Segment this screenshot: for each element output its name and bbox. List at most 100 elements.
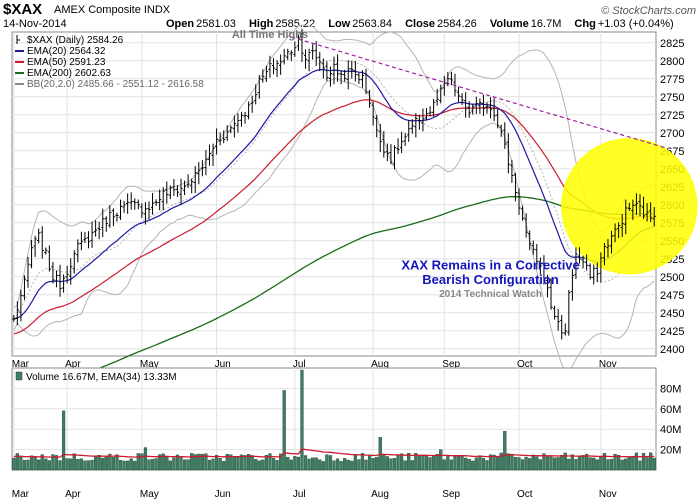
price-bar: [424, 108, 429, 121]
price-bars: [12, 28, 656, 340]
open-value: 2581.03: [196, 18, 236, 30]
volume-month-tick-label: Oct: [517, 489, 533, 500]
volume-bar: [200, 453, 204, 471]
volume-bar: [271, 457, 276, 471]
volume-bar: [257, 460, 261, 471]
volume-bar: [182, 459, 187, 471]
volume-bar: [478, 455, 482, 471]
price-bar: [147, 201, 151, 220]
price-bar: [279, 54, 283, 75]
legend-entry: $XAX (Daily) 2584.26: [27, 35, 124, 46]
price-bar: [94, 220, 98, 237]
volume-bar: [353, 454, 357, 471]
price-bar: [595, 262, 599, 283]
price-bar: [524, 213, 528, 238]
volume-bar: [424, 455, 429, 471]
price-bar: [165, 181, 169, 204]
price-bar: [204, 150, 208, 176]
price-bar: [175, 185, 180, 197]
month-tick-label: Jul: [293, 359, 306, 370]
price-bar: [360, 70, 365, 88]
price-bar: [29, 239, 34, 269]
price-bar: [400, 131, 404, 154]
volume-bar: [61, 410, 66, 471]
all-time-highs-annotation: All Time Highs: [232, 29, 308, 41]
volume-bar: [136, 453, 140, 471]
price-bar: [552, 305, 557, 320]
price-panel: 2400242524502475250025252550257526002625…: [11, 24, 698, 400]
volume-bar: [399, 453, 404, 471]
volume-bar: [190, 453, 194, 471]
price-bar: [464, 92, 468, 118]
price-bar: [58, 264, 62, 297]
price-bar: [247, 101, 251, 120]
volume-bar: [51, 454, 55, 471]
price-bar: [485, 102, 489, 114]
price-bar: [271, 58, 276, 75]
price-bar: [115, 212, 119, 222]
volume-bar: [588, 457, 592, 471]
price-bar: [499, 124, 503, 137]
volume-bar: [314, 457, 318, 471]
price-bar: [506, 133, 510, 174]
price-bar: [474, 96, 478, 114]
volume-bar: [645, 457, 649, 471]
price-tick-label: 2425: [660, 326, 684, 338]
volume-bar: [584, 453, 589, 471]
price-bar: [179, 178, 183, 205]
price-bar: [396, 138, 400, 155]
price-bar: [200, 160, 204, 177]
price-bar: [65, 265, 69, 284]
price-bar: [649, 202, 653, 223]
price-bar: [421, 108, 425, 132]
volume-bar: [428, 457, 432, 471]
volume-bar: [396, 454, 400, 471]
price-bar: [250, 95, 254, 113]
price-bar: [592, 264, 596, 285]
price-bar: [631, 199, 635, 220]
price-bar: [392, 145, 397, 170]
price-bar: [321, 58, 325, 79]
volume-bar: [510, 454, 514, 471]
volume-bar: [339, 461, 343, 471]
volume-bar: [531, 454, 535, 471]
price-bar: [328, 66, 333, 87]
price-bar: [343, 69, 347, 82]
price-bar: [289, 50, 293, 61]
volume-bar: [186, 459, 190, 471]
high-value: 2585.22: [275, 18, 316, 30]
price-bar: [186, 174, 190, 189]
volume-month-tick-label: Nov: [599, 489, 617, 500]
price-bar: [382, 131, 386, 158]
volume-bar: [638, 460, 642, 471]
volume-bar: [97, 454, 101, 471]
price-bar: [243, 111, 247, 124]
volume-bar: [609, 459, 614, 471]
month-tick-label: Apr: [65, 359, 81, 370]
volume-bar: [350, 460, 354, 471]
legend-entry: EMA(200) 2602.63: [27, 68, 111, 79]
price-bar: [97, 221, 101, 240]
volume-month-tick-label: Mar: [12, 489, 30, 500]
volume-bar: [567, 458, 571, 471]
volume-month-axis: Mar Apr May Jun Jul Aug Sep Oct Nov: [12, 489, 617, 500]
price-bar: [268, 55, 272, 78]
volume-bar: [392, 458, 397, 471]
price-bar: [311, 44, 315, 60]
price-bar: [488, 97, 493, 119]
price-bar: [641, 196, 646, 220]
volume-bar: [513, 457, 518, 471]
volume-bar: [250, 455, 254, 471]
volume-bar: [599, 457, 603, 471]
volume-label: Volume: [489, 18, 529, 30]
volume-bar: [560, 455, 564, 471]
volume-bar: [293, 456, 297, 471]
price-bar: [143, 202, 148, 225]
volume-bar: [111, 457, 116, 471]
volume-bar: [325, 454, 329, 471]
price-bar: [538, 257, 542, 275]
volume-bar: [147, 459, 151, 471]
volume-month-tick-label: Apr: [65, 489, 81, 500]
volume-bar: [446, 455, 450, 471]
